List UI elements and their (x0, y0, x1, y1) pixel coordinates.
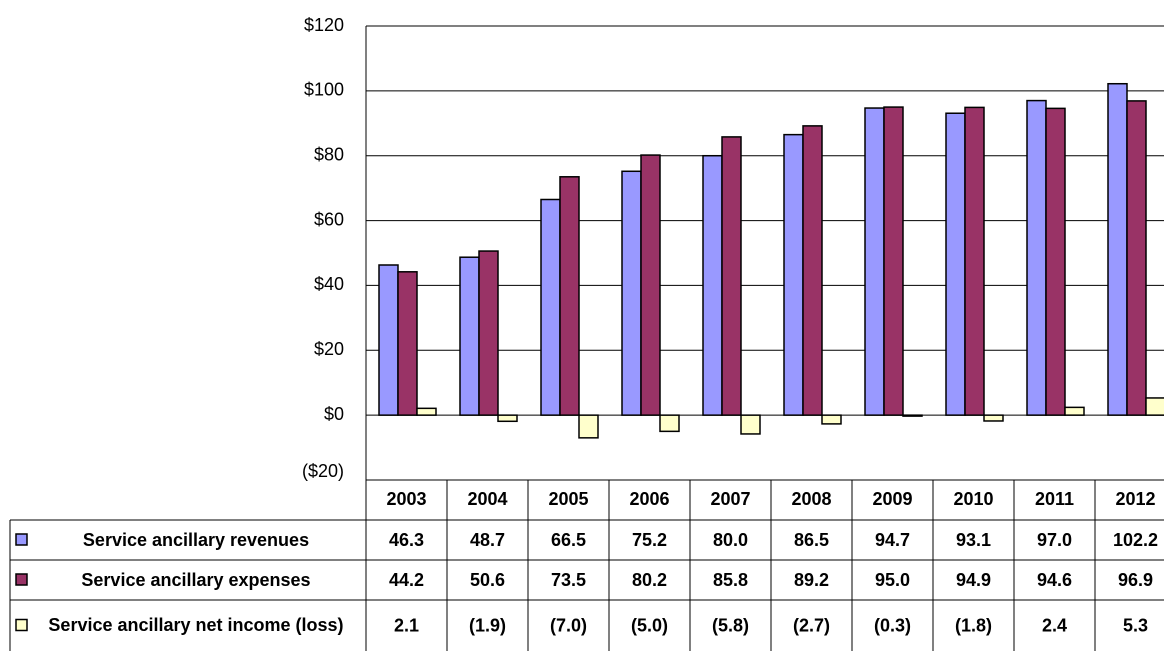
table-value: 85.8 (713, 570, 748, 590)
x-tick-label: 2003 (386, 489, 426, 509)
x-tick-label: 2012 (1115, 489, 1155, 509)
bar (416, 407, 437, 416)
table-value: 50.6 (470, 570, 505, 590)
legend-label-box: Service ancillary net income (loss) (48, 615, 344, 635)
y-tick-label: ($20) (302, 461, 344, 481)
bar (497, 414, 518, 423)
table-value: (1.9) (469, 615, 506, 635)
legend-label-box: Service ancillary expenses (81, 569, 311, 590)
table-value: 5.3 (1123, 615, 1148, 635)
bar (783, 133, 804, 416)
bar (702, 154, 723, 416)
y-tick-label: $60 (314, 209, 344, 229)
table-value: 80.0 (713, 530, 748, 550)
legend-key (15, 573, 28, 586)
table-value: 86.5 (794, 530, 829, 550)
bar (802, 125, 823, 416)
bar (864, 107, 885, 416)
x-tick-label: 2004 (467, 489, 507, 509)
legend-label: Service ancillary net income (loss) (48, 615, 344, 635)
x-tick-label: 2010 (953, 489, 993, 509)
table-value: (2.7) (793, 615, 830, 635)
x-tick-label: 2005 (548, 489, 588, 509)
y-tick-label: $120 (304, 15, 344, 35)
legend-key (15, 618, 28, 632)
bar (659, 414, 680, 433)
y-tick-label: $80 (314, 144, 344, 164)
bar (1045, 107, 1066, 416)
bar (378, 264, 399, 416)
table-value: 97.0 (1037, 530, 1072, 550)
bar (740, 414, 761, 435)
table-value: 95.0 (875, 570, 910, 590)
bar (945, 112, 966, 416)
table-value: 46.3 (389, 530, 424, 550)
bar (478, 250, 499, 416)
bar (1064, 406, 1085, 416)
table-value: 94.9 (956, 570, 991, 590)
bar (397, 271, 418, 416)
bar (1026, 99, 1047, 416)
table-value: (7.0) (550, 615, 587, 635)
bar (459, 256, 480, 416)
bar (821, 414, 842, 425)
bar (983, 414, 1004, 422)
table-value: 94.7 (875, 530, 910, 550)
bar (578, 414, 599, 439)
x-tick-label: 2011 (1035, 489, 1074, 509)
bar (902, 414, 923, 417)
x-tick-label: 2009 (872, 489, 912, 509)
bar (964, 106, 985, 416)
legend-label: Service ancillary expenses (81, 569, 311, 590)
bar (883, 106, 904, 416)
table-value: 66.5 (551, 530, 586, 550)
table-value: 75.2 (632, 530, 667, 550)
table-value: 93.1 (956, 530, 991, 550)
legend-key (15, 533, 28, 546)
bar (1145, 397, 1164, 416)
y-tick-label: $0 (324, 404, 344, 424)
bar (540, 198, 561, 416)
bar (721, 136, 742, 416)
table-value: (5.8) (712, 615, 749, 635)
table-value: (5.0) (631, 615, 668, 635)
bar (559, 176, 580, 416)
legend-label-box: Service ancillary revenues (82, 529, 310, 550)
table-value: 48.7 (470, 530, 505, 550)
bar (1126, 100, 1147, 416)
bar (1107, 82, 1128, 416)
table-value: 44.2 (389, 570, 424, 590)
bar (640, 154, 661, 416)
y-tick-label: $20 (314, 339, 344, 359)
table-value: 2.1 (394, 615, 419, 635)
legend-label: Service ancillary revenues (82, 529, 310, 550)
bar (621, 170, 642, 416)
y-tick-label: $40 (314, 274, 344, 294)
x-tick-label: 2006 (629, 489, 669, 509)
x-tick-label: 2007 (710, 489, 750, 509)
table-value: 89.2 (794, 570, 829, 590)
table-value: (0.3) (874, 615, 911, 635)
table-value: (1.8) (955, 615, 992, 635)
table-value: 80.2 (632, 570, 667, 590)
x-tick-label: 2008 (791, 489, 831, 509)
table-value: 94.6 (1037, 570, 1072, 590)
table-value: 102.2 (1113, 530, 1158, 550)
table-value: 96.9 (1118, 570, 1153, 590)
y-tick-label: $100 (304, 80, 344, 100)
table-value: 73.5 (551, 570, 586, 590)
table-value: 2.4 (1042, 615, 1067, 635)
